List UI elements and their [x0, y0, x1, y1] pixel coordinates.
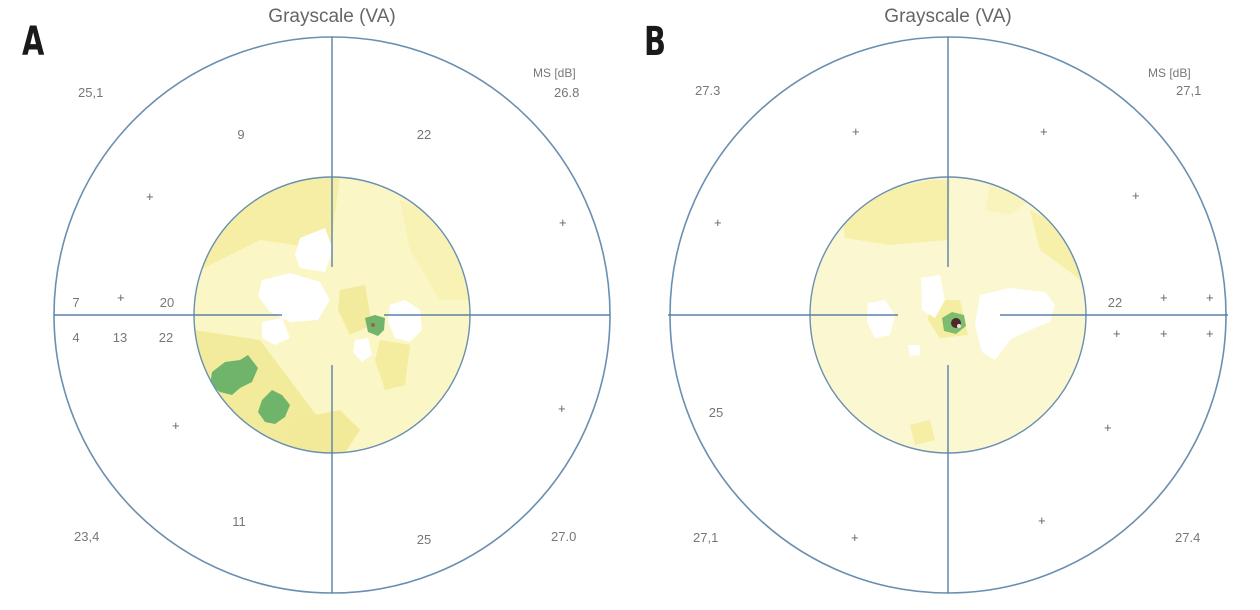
svg-text:+: +: [851, 530, 859, 545]
svg-text:+: +: [1040, 124, 1048, 139]
svg-text:+: +: [117, 290, 125, 305]
visual-field-plot-a: + + + + +: [53, 36, 611, 594]
threshold-value: 7: [72, 295, 80, 310]
threshold-value: 20: [159, 295, 175, 310]
threshold-value: 22: [416, 127, 432, 142]
ms-lower-right-a: 27.0: [551, 529, 577, 544]
ms-upper-right-b: 27,1: [1176, 83, 1202, 98]
threshold-value: 11: [232, 514, 246, 529]
panel-label-a: A: [22, 19, 45, 65]
panel-a: + + + + + A Grayscale (VA) MS [dB] 25,1 …: [22, 6, 611, 594]
svg-text:+: +: [1160, 290, 1168, 305]
chart-title-b: Grayscale (VA): [884, 6, 1012, 27]
svg-text:+: +: [714, 215, 722, 230]
svg-text:+: +: [1206, 326, 1214, 341]
svg-text:+: +: [1206, 290, 1214, 305]
ms-upper-left-a: 25,1: [78, 85, 104, 100]
ms-upper-left-b: 27.3: [695, 83, 721, 98]
threshold-value: 25: [416, 532, 432, 547]
threshold-value: 9: [237, 127, 245, 142]
svg-text:+: +: [172, 418, 180, 433]
visual-field-plot-b: + + + + + + + + + + + +: [668, 36, 1228, 594]
ms-db-label-b: MS [dB]: [1148, 66, 1191, 80]
svg-text:+: +: [1113, 326, 1121, 341]
threshold-value: 25: [708, 405, 724, 420]
ms-lower-left-b: 27,1: [693, 530, 719, 545]
panel-label-b: B: [644, 19, 666, 65]
threshold-value: 4: [72, 330, 80, 345]
svg-text:+: +: [1132, 188, 1140, 203]
svg-text:+: +: [558, 401, 566, 416]
svg-text:+: +: [1160, 326, 1168, 341]
normal-point-markers: + + + + +: [117, 189, 567, 433]
ms-lower-left-a: 23,4: [74, 529, 100, 544]
svg-text:+: +: [146, 189, 154, 204]
threshold-value: 22: [158, 330, 174, 345]
ms-upper-right-a: 26.8: [554, 85, 580, 100]
threshold-value: 13: [112, 330, 128, 345]
normal-point-markers: + + + + + + + + + + + +: [714, 124, 1214, 545]
ms-lower-right-b: 27.4: [1175, 530, 1201, 545]
svg-text:+: +: [1038, 513, 1046, 528]
panel-b: + + + + + + + + + + + + B Grayscale (VA)…: [630, 0, 1260, 610]
svg-text:+: +: [1104, 420, 1112, 435]
ms-db-label-a: MS [dB]: [533, 66, 576, 80]
chart-title-a: Grayscale (VA): [268, 6, 396, 27]
svg-text:+: +: [559, 215, 567, 230]
threshold-value: 22: [1107, 295, 1123, 310]
svg-text:+: +: [852, 124, 860, 139]
